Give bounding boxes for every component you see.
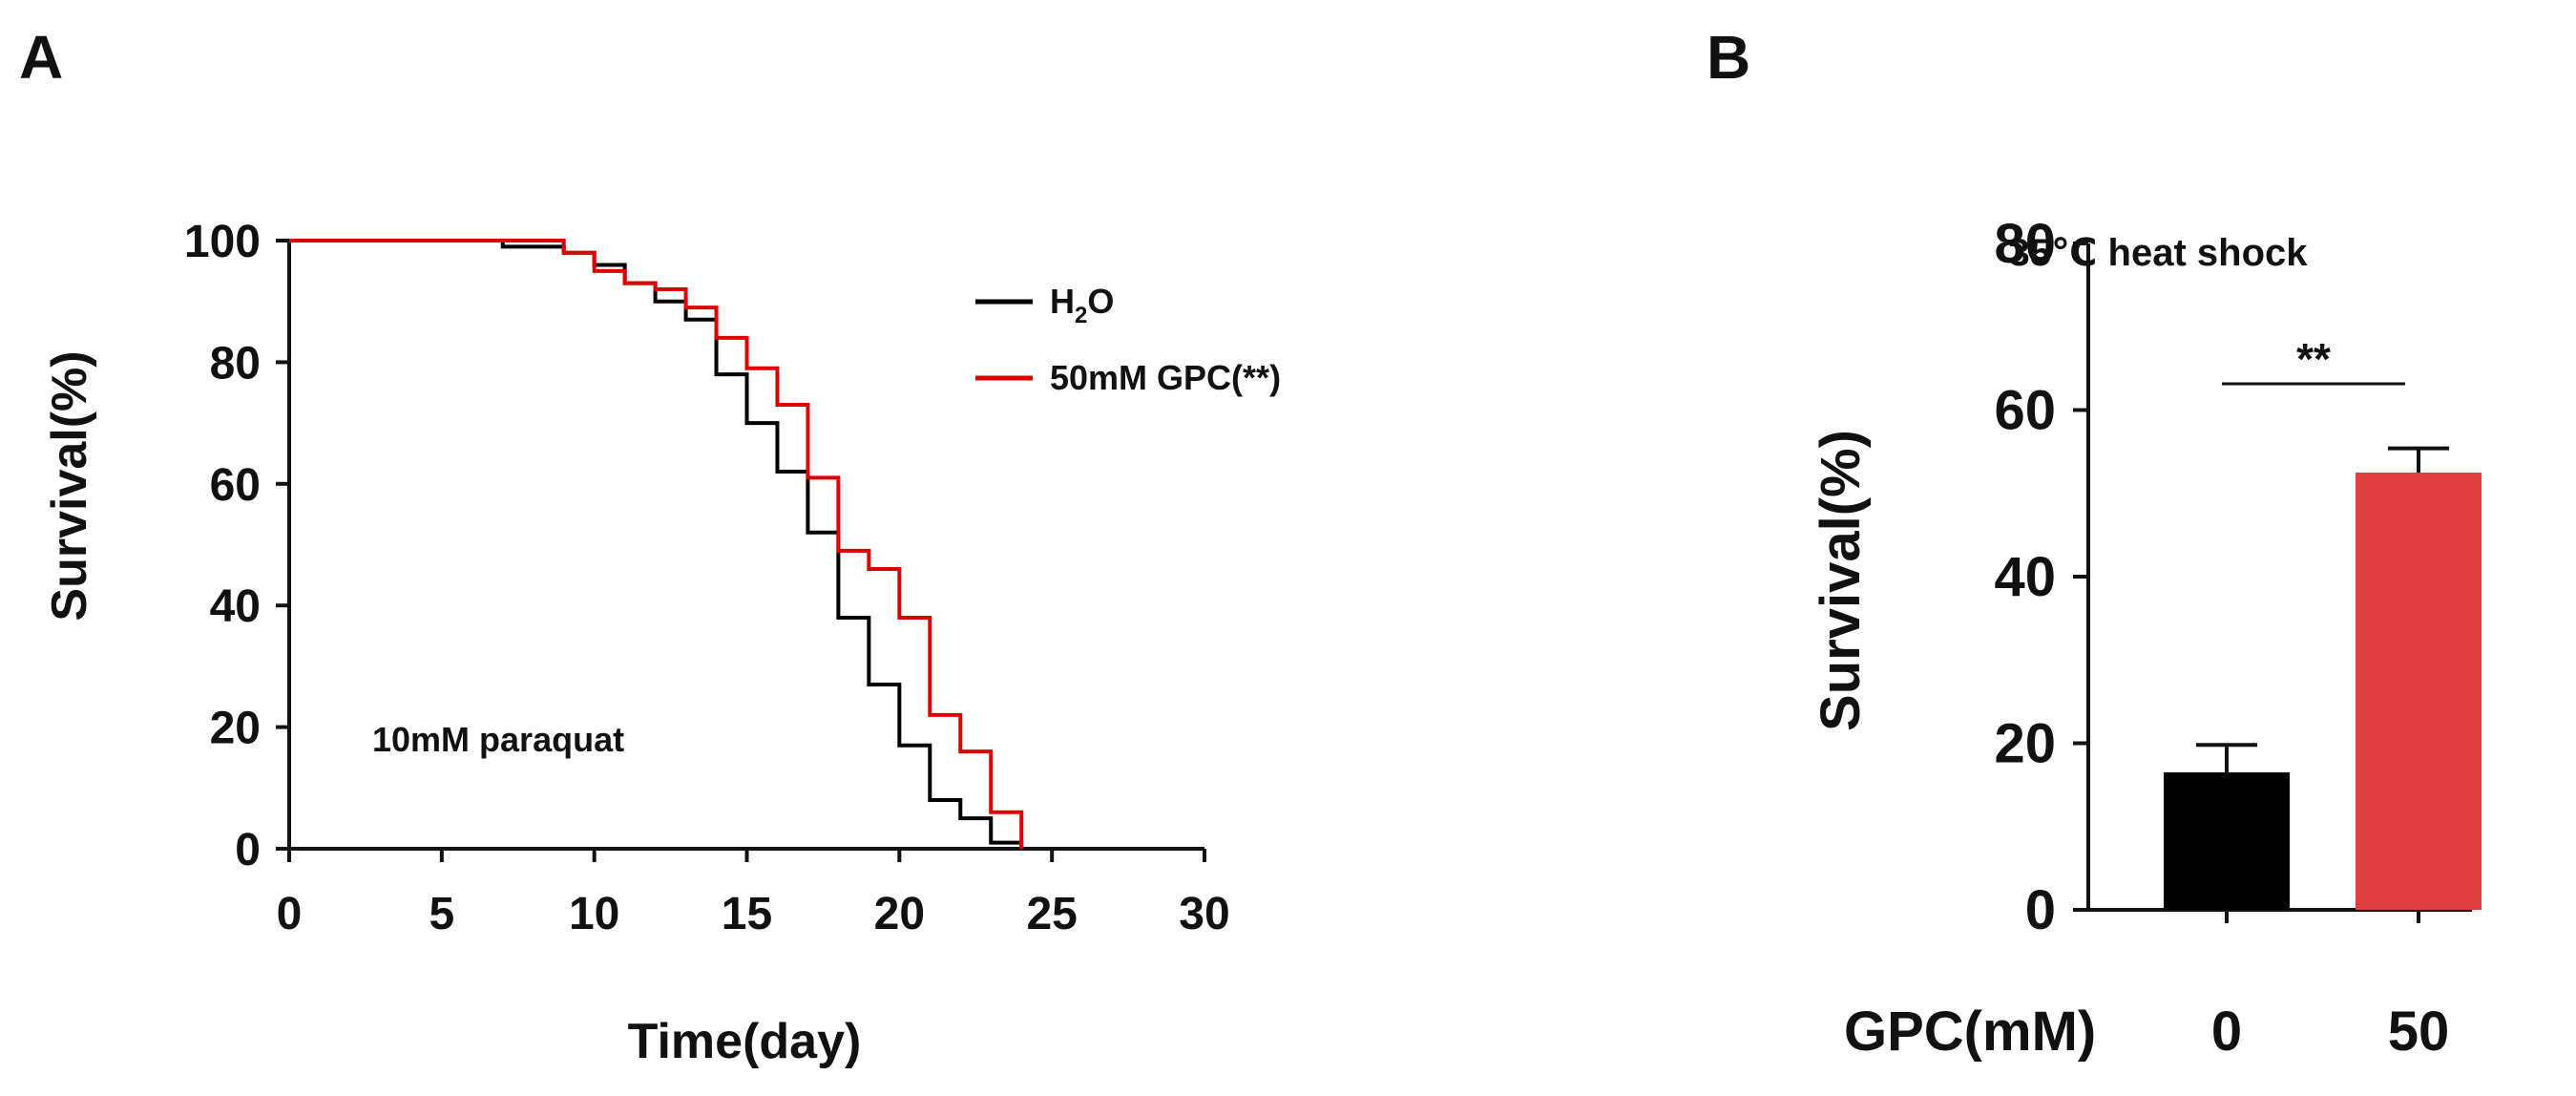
panel-b-x-axis-title: GPC(mM) <box>1844 1001 2096 1063</box>
significance-marker: ** <box>2296 334 2331 384</box>
panel-a-y-tick-label: 0 <box>235 825 261 875</box>
category-label-50: 50 <box>2388 1001 2450 1063</box>
panel-a-y-tick-label: 60 <box>210 460 261 511</box>
panel-a-x-tick-label: 0 <box>277 889 303 939</box>
panel-b-y-axis-title: Survival(%) <box>1810 430 1872 731</box>
panel-b-plot: 0 20 40 60 80 0 50 ** <box>1994 213 2482 1063</box>
panel-a-y-tick-label: 80 <box>210 338 261 389</box>
panel-a-label: A <box>19 23 63 92</box>
panel-a-y-tick-label: 100 <box>184 217 261 267</box>
panel-a-x-tick-label: 5 <box>429 889 454 939</box>
panel-a-plot: 0 20 40 60 80 100 0 5 10 15 20 25 30 <box>184 217 1230 939</box>
panel-b-y-tick-label: 60 <box>1994 380 2056 442</box>
panel-b-label: B <box>1707 23 1750 92</box>
panel-a-x-axis-title: Time(day) <box>628 1014 862 1069</box>
panel-a-annotation: 10mM paraquat <box>372 720 624 759</box>
panel-a-x-tick-label: 10 <box>569 889 619 939</box>
category-label-0: 0 <box>2211 1001 2242 1063</box>
panel-b-title: 35℃ heat shock <box>2008 232 2308 274</box>
panel-a-y-tick-label: 20 <box>210 704 261 754</box>
panel-b-y-tick-label: 40 <box>1994 546 2056 608</box>
panel-a-x-tick-label: 25 <box>1026 889 1077 939</box>
panel-b-y-tick-label: 0 <box>2025 879 2056 941</box>
panel-a-y-axis-title: Survival(%) <box>42 350 97 621</box>
panel-a-x-tick-label: 15 <box>722 889 772 939</box>
panel-a-legend: H2O 50mM GPC(**) <box>975 282 1281 397</box>
panel-a-y-tick-label: 40 <box>210 581 261 632</box>
legend-label-h2o: H2O <box>1050 282 1114 328</box>
legend-label-gpc: 50mM GPC(**) <box>1050 358 1281 397</box>
panel-b-y-tick-label: 20 <box>1994 713 2056 775</box>
series-line-gpc <box>289 239 1024 849</box>
bar-gpc-50 <box>2356 472 2482 910</box>
bar-gpc-0 <box>2164 772 2290 910</box>
panel-a-x-tick-label: 20 <box>874 889 925 939</box>
panel-b-y-tick-label: 80 <box>1994 213 2056 275</box>
panel-a-x-tick-label: 30 <box>1179 889 1229 939</box>
